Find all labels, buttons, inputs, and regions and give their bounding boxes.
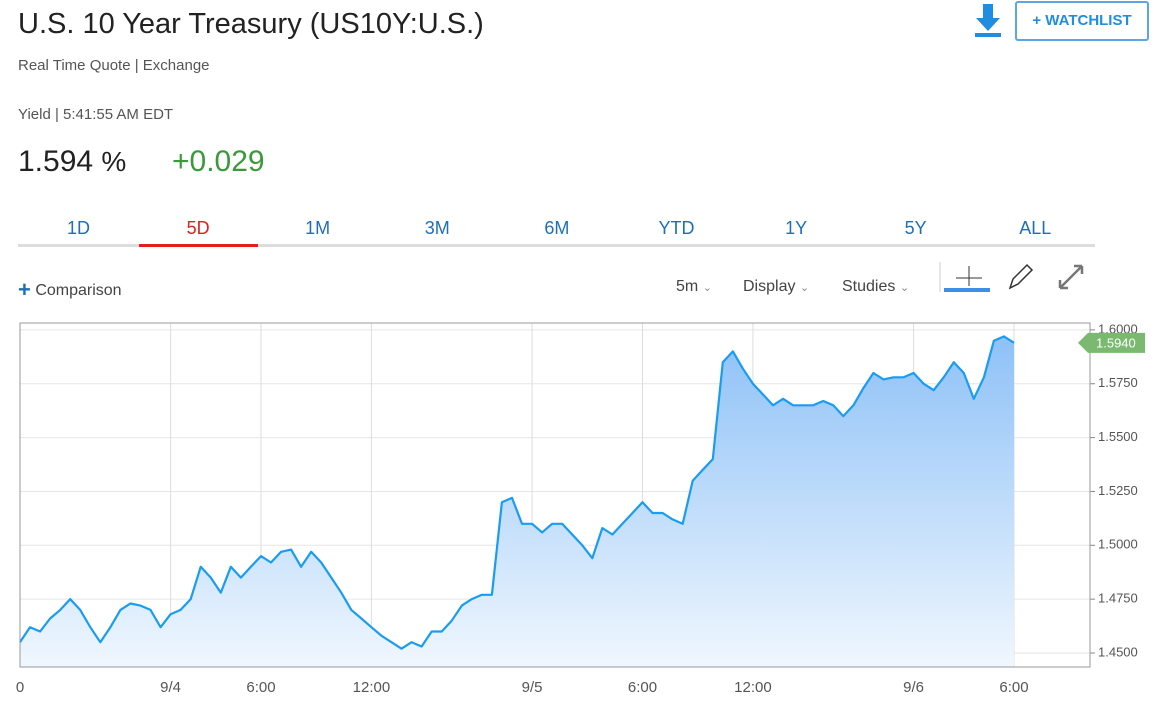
- price: 1.594 %: [18, 145, 126, 179]
- draw-tools: [939, 262, 1084, 292]
- price-value: 1.594: [18, 145, 94, 178]
- interval-label: 5m: [676, 278, 699, 295]
- tab-rule: [18, 244, 1095, 247]
- tab[interactable]: 5D: [138, 218, 258, 247]
- tab[interactable]: YTD: [658, 218, 695, 238]
- crosshair-tool[interactable]: [944, 266, 990, 292]
- price-unit: %: [101, 146, 127, 177]
- subtitle: Real Time Quote | Exchange: [18, 57, 210, 74]
- studies[interactable]: Studies ⌄: [842, 278, 910, 295]
- display-label: Display: [743, 278, 796, 295]
- download-icon[interactable]: [973, 4, 1003, 38]
- y-tick-label: 1.6000: [1098, 321, 1138, 336]
- tab[interactable]: 3M: [424, 218, 450, 238]
- y-tick-label: 1.5000: [1098, 537, 1138, 552]
- area-fill: [20, 336, 1014, 667]
- x-tick-label: 12:00: [353, 679, 391, 696]
- watchlist-button[interactable]: + WATCHLIST: [1015, 1, 1149, 41]
- display[interactable]: Display ⌄: [743, 278, 810, 295]
- quote-label: Yield | 5:41:55 AM EDT: [18, 106, 174, 123]
- y-tick-label: 1.4500: [1098, 644, 1138, 659]
- last-price-tag: [1078, 332, 1145, 353]
- title: U.S. 10 Year Treasury (US10Y:U.S.): [18, 8, 484, 40]
- price-line: [19, 335, 1015, 650]
- expand-tool[interactable]: [1058, 264, 1084, 290]
- x-tick-label: 9/4: [160, 679, 181, 696]
- x-tick-label: 9/6: [903, 679, 924, 696]
- tab[interactable]: 1D: [66, 218, 90, 238]
- comparison-label: Comparison: [35, 282, 122, 299]
- interval[interactable]: 5m ⌄: [676, 278, 712, 295]
- x-tick-label: 0: [16, 679, 24, 696]
- studies-label: Studies: [842, 278, 896, 295]
- y-tick-label: 1.4750: [1098, 591, 1138, 606]
- x-tick-label: 9/5: [522, 679, 543, 696]
- y-tick-label: 1.5500: [1098, 429, 1138, 444]
- y-tick-label: 1.5750: [1098, 375, 1138, 390]
- x-tick-label: 6:00: [999, 679, 1028, 696]
- tab[interactable]: 1M: [305, 218, 331, 238]
- tab[interactable]: 5Y: [904, 218, 927, 238]
- x-tick-label: 6:00: [628, 679, 657, 696]
- pencil-tool[interactable]: [1008, 263, 1034, 290]
- comparison[interactable]: + Comparison: [18, 277, 122, 302]
- tab[interactable]: 6M: [544, 218, 570, 238]
- x-tick-label: 12:00: [734, 679, 772, 696]
- x-tick-label: 6:00: [246, 679, 275, 696]
- tab[interactable]: ALL: [1019, 218, 1052, 238]
- tab[interactable]: 1Y: [785, 218, 808, 238]
- plot-border: [19, 322, 1091, 668]
- last-price-label: 1.5940: [1096, 335, 1136, 350]
- y-tick-label: 1.5250: [1098, 483, 1138, 498]
- change: +0.029: [172, 145, 265, 178]
